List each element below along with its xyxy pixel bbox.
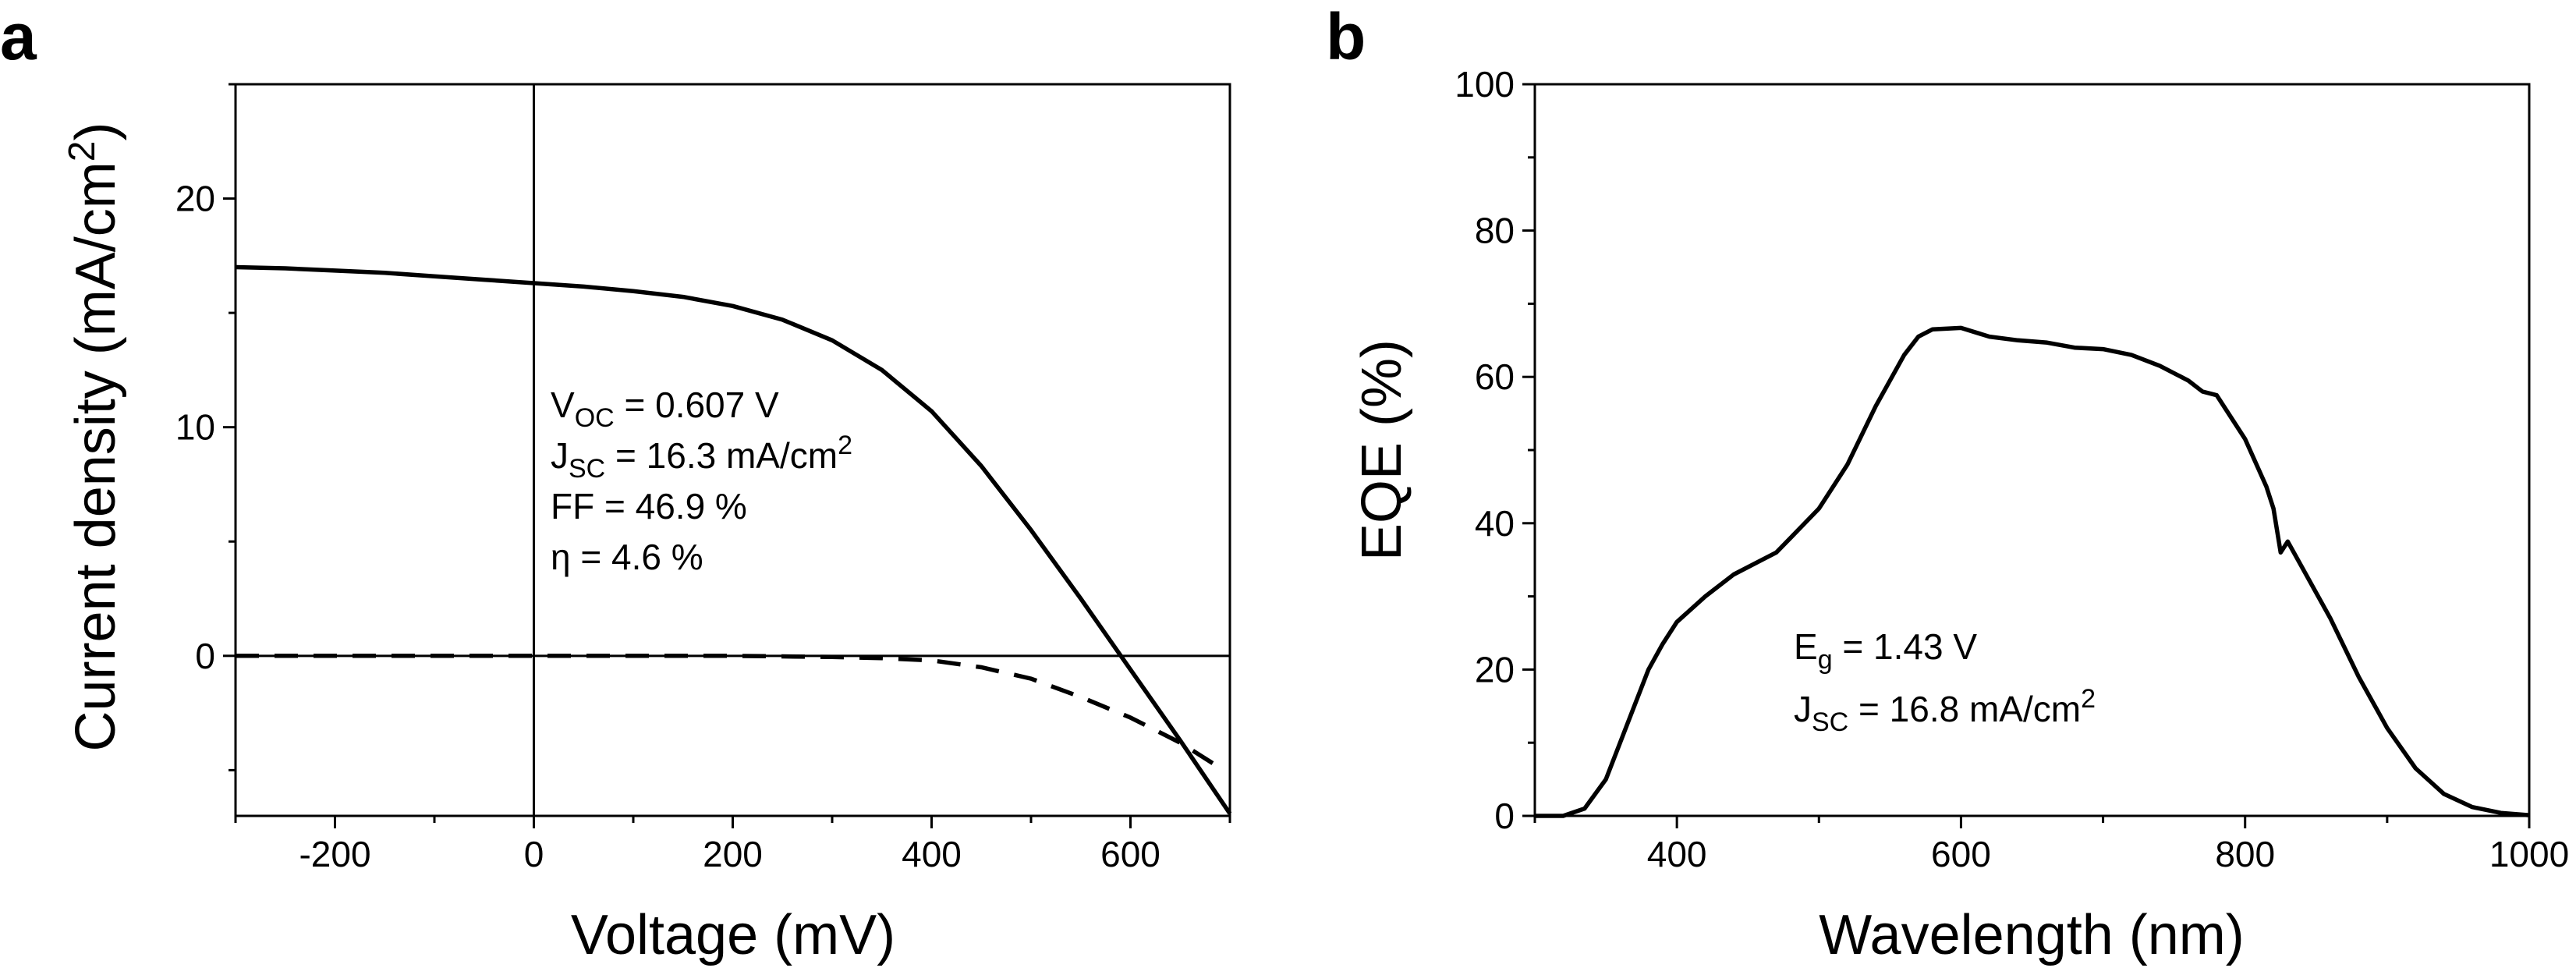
y-tick-label: 10 bbox=[175, 407, 215, 448]
panel-b-annotations: Eg = 1.43 V JSC = 16.8 mA/cm2 bbox=[1794, 626, 2096, 737]
panel-a-tick-labels: -200 0 200 400 600 0 10 20 bbox=[175, 179, 1160, 874]
series-light-line bbox=[235, 264, 1232, 815]
panel-b-x-axis-label: Wavelength (nm) bbox=[1819, 904, 2245, 966]
x-tick-label: -200 bbox=[299, 834, 370, 874]
annotation-line: Eg = 1.43 V bbox=[1794, 626, 1977, 675]
x-tick-label: 200 bbox=[703, 834, 763, 874]
x-tick-label: 400 bbox=[1647, 834, 1707, 874]
x-tick-label: 800 bbox=[2215, 834, 2275, 874]
panel-b-series bbox=[1535, 325, 2530, 818]
panel-a-chart: a -200 0 200 400 600 0 10 20 Voltage (mV) Curre… bbox=[0, 0, 1232, 966]
series-dark-line bbox=[236, 654, 1221, 770]
panel-b-tick-labels: 400 600 800 1000 0 20 40 60 80 100 bbox=[1455, 64, 2569, 874]
x-tick-label: 600 bbox=[1100, 834, 1160, 874]
panel-a-label: a bbox=[0, 0, 37, 73]
panel-a-y-axis-label: Current density (mA/cm2) bbox=[62, 122, 127, 752]
x-tick-label: 0 bbox=[524, 834, 544, 874]
y-tick-label: 20 bbox=[175, 179, 215, 219]
x-tick-label: 400 bbox=[902, 834, 962, 874]
panel-b-chart: b 400 600 800 1000 0 20 40 60 80 100 Wavelength (… bbox=[1326, 0, 2569, 966]
panel-a-series bbox=[235, 264, 1232, 815]
panel-a-x-axis-label: Voltage (mV) bbox=[571, 904, 895, 966]
x-tick-label: 1000 bbox=[2489, 834, 2569, 874]
y-tick-label: 0 bbox=[1494, 796, 1515, 836]
annotation-line: η = 4.6 % bbox=[551, 537, 703, 577]
y-tick-label: 40 bbox=[1475, 503, 1515, 544]
panel-b-label: b bbox=[1326, 0, 1366, 73]
y-tick-label: 0 bbox=[195, 636, 215, 676]
annotation-line: VOC = 0.607 V bbox=[551, 385, 779, 433]
annotation-line: FF = 46.9 % bbox=[551, 486, 747, 526]
series-EQE-line bbox=[1535, 325, 2530, 818]
annotation-line: JSC = 16.8 mA/cm2 bbox=[1794, 684, 2096, 737]
panel-b-y-axis-label: EQE (%) bbox=[1351, 339, 1413, 561]
y-tick-label: 80 bbox=[1475, 211, 1515, 251]
y-tick-label: 20 bbox=[1475, 649, 1515, 690]
annotation-line: JSC = 16.3 mA/cm2 bbox=[551, 431, 852, 484]
y-tick-label: 60 bbox=[1475, 356, 1515, 397]
y-tick-label: 100 bbox=[1455, 64, 1515, 105]
x-tick-label: 600 bbox=[1931, 834, 1991, 874]
panel-a-ticks bbox=[223, 83, 1231, 828]
